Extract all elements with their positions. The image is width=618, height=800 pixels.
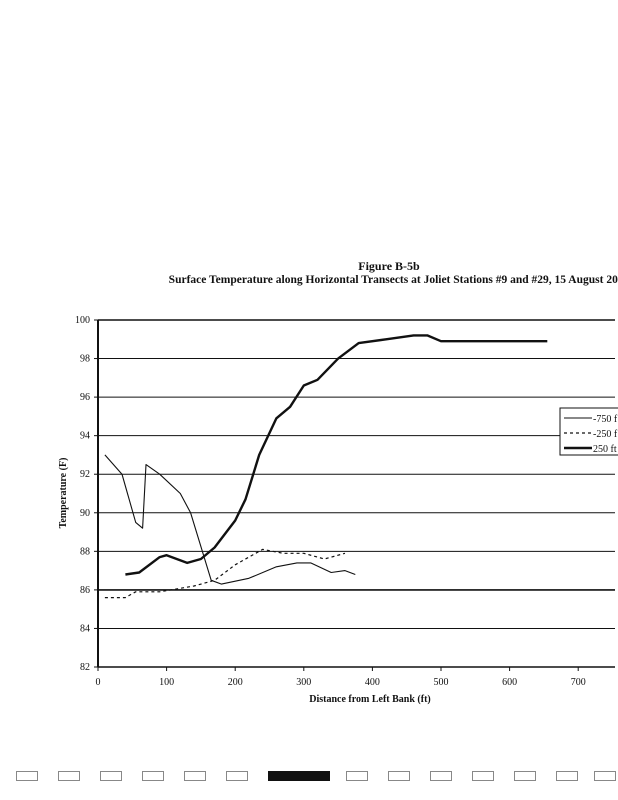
y-tick-label: 98 [80, 354, 90, 365]
footer-mark [16, 771, 38, 781]
y-tick-label: 92 [80, 469, 90, 480]
y-tick-label: 82 [80, 662, 90, 673]
x-tick-label: 0 [96, 677, 101, 688]
footer-mark [594, 771, 616, 781]
footer-mark [430, 771, 452, 781]
legend-label: -750 f [593, 414, 618, 425]
y-tick-label: 88 [80, 546, 90, 557]
y-tick-label: 100 [75, 315, 90, 326]
x-tick-label: 300 [296, 677, 311, 688]
y-axis-label: Temperature (F) [58, 458, 69, 529]
footer-mark [556, 771, 578, 781]
series-line-1 [104, 548, 346, 599]
footer-mark [58, 771, 80, 781]
legend-label: -250 f [593, 429, 618, 440]
x-axis-label: Distance from Left Bank (ft) [309, 694, 430, 705]
footer-mark [100, 771, 122, 781]
footer-mark [388, 771, 410, 781]
y-tick-label: 96 [80, 392, 90, 403]
x-tick-label: 500 [434, 677, 449, 688]
y-tick-label: 90 [80, 508, 90, 519]
footer-mark [472, 771, 494, 781]
chart-title: Surface Temperature along Horizontal Tra… [168, 274, 618, 286]
x-tick-label: 100 [159, 677, 174, 688]
y-tick-label: 94 [80, 431, 90, 442]
x-tick-label: 600 [502, 677, 517, 688]
figure-number: Figure B-5b [358, 259, 420, 273]
footer-mark [184, 771, 206, 781]
footer-mark [514, 771, 536, 781]
x-tick-label: 200 [228, 677, 243, 688]
series-line-2 [125, 334, 548, 576]
footer-mark [346, 771, 368, 781]
legend-label: 250 ft [593, 444, 617, 455]
y-tick-label: 86 [80, 585, 90, 596]
footer-mark [142, 771, 164, 781]
x-tick-label: 400 [365, 677, 380, 688]
footer-mark [268, 771, 330, 781]
footer-mark [226, 771, 248, 781]
y-tick-label: 84 [80, 623, 90, 634]
x-tick-label: 700 [571, 677, 586, 688]
series-line-0 [104, 454, 356, 585]
